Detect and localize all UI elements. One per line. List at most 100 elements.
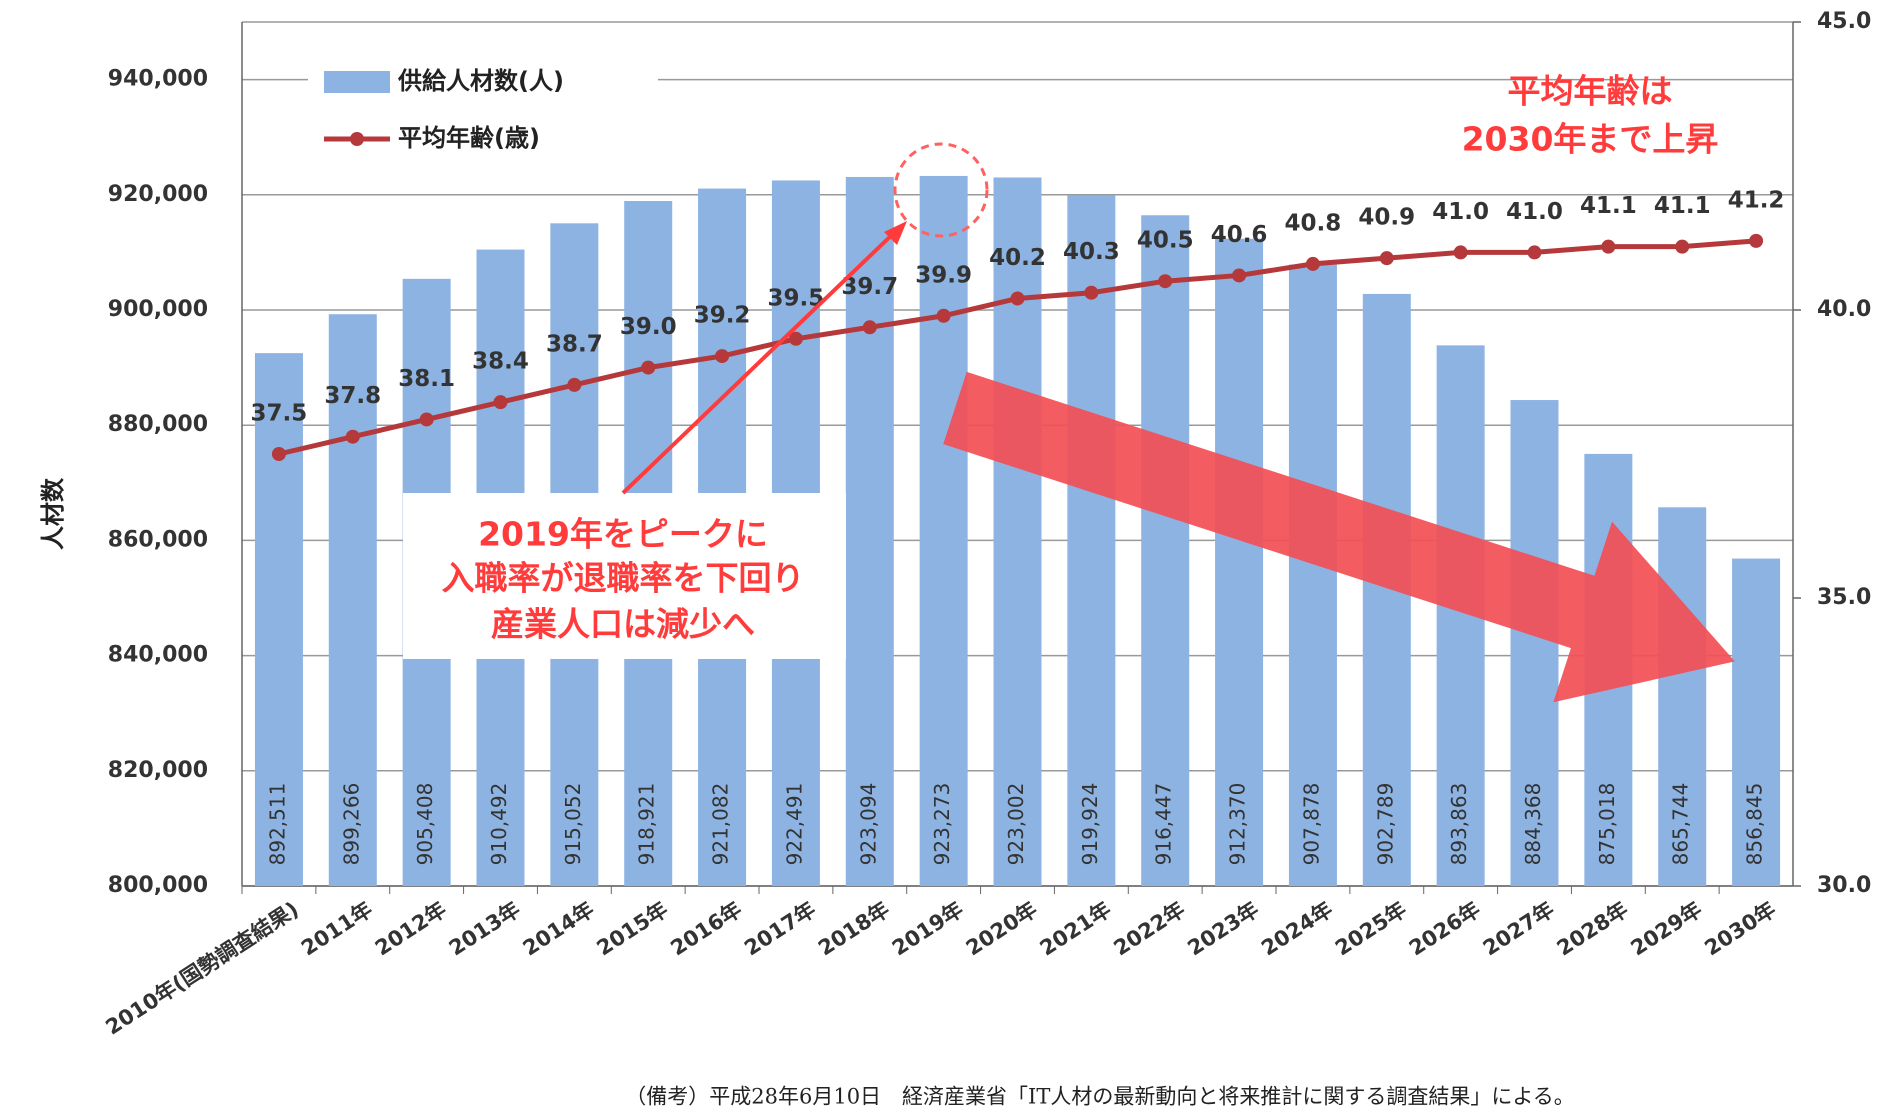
x-tick-label: 2027年 (1479, 897, 1559, 960)
bar-value-label: 921,082 (709, 783, 733, 866)
line-point (1675, 239, 1690, 254)
annotation: 2019年をピークに (478, 515, 768, 554)
bar-value-label: 922,491 (782, 783, 806, 866)
bar-value-label: 905,408 (413, 783, 437, 866)
y-tick-label: 880,000 (108, 412, 208, 437)
bar-value-label: 915,052 (561, 783, 585, 866)
bar-value-label: 916,447 (1152, 783, 1176, 866)
bar (993, 177, 1042, 886)
x-tick-label: 2029年 (1626, 897, 1706, 960)
line-value-label: 38.7 (546, 331, 603, 357)
bar (1288, 264, 1337, 887)
footnote: （備考）平成28年6月10日 経済産業省「IT人材の最新動向と将来推計に関する調… (625, 1085, 1574, 1109)
line-point (567, 377, 582, 392)
line-point (1527, 245, 1542, 260)
bar-value-label: 899,266 (339, 783, 363, 866)
line-value-label: 41.1 (1580, 193, 1637, 219)
y-axis-title: 人材数 (39, 477, 67, 550)
line-point (788, 331, 803, 346)
x-tick-label: 2017年 (740, 897, 820, 960)
trend-arrow (943, 371, 1735, 703)
line-point (936, 308, 951, 323)
line-point (1010, 291, 1025, 306)
line-point (1749, 233, 1764, 248)
x-tick-label: 2010年(国勢調査結果) (101, 897, 302, 1039)
line-value-label: 40.2 (989, 245, 1046, 271)
x-tick-label: 2022年 (1109, 897, 1189, 960)
line-value-label: 41.0 (1506, 199, 1563, 225)
pointer-arrow-head (884, 221, 907, 245)
line-value-label: 40.9 (1358, 205, 1415, 231)
line-value-label: 40.5 (1137, 228, 1194, 254)
bar (845, 176, 894, 886)
legend-label: 供給人材数(人) (397, 67, 564, 95)
y-tick-label: 820,000 (108, 758, 208, 783)
bar (254, 353, 303, 887)
x-tick-label: 2016年 (666, 897, 746, 960)
line-value-label: 41.0 (1432, 199, 1489, 225)
line-value-label: 39.9 (915, 262, 972, 288)
bar (1732, 558, 1781, 886)
bar (1215, 238, 1264, 887)
line-point (715, 349, 730, 364)
annotation: 入職率が退職率を下回り (442, 559, 805, 598)
bar-value-label: 856,845 (1743, 783, 1767, 866)
line-point (1453, 245, 1468, 260)
x-tick-label: 2028年 (1553, 897, 1633, 960)
line-point (345, 429, 360, 444)
y2-tick-label: 35.0 (1817, 585, 1871, 610)
bar-value-label: 865,744 (1669, 783, 1693, 866)
line-value-label: 37.8 (324, 383, 381, 409)
line-value-label: 41.1 (1654, 193, 1711, 219)
line-value-label: 38.1 (398, 366, 455, 392)
y-tick-label: 800,000 (108, 873, 208, 898)
x-tick-label: 2013年 (445, 897, 525, 960)
line-value-label: 37.5 (251, 401, 308, 427)
line-value-label: 39.7 (841, 274, 898, 300)
x-tick-label: 2026年 (1405, 897, 1485, 960)
line-point (1601, 239, 1616, 254)
x-tick-label: 2023年 (1183, 897, 1263, 960)
x-tick-label: 2030年 (1700, 897, 1780, 960)
bar-value-label: 875,018 (1595, 783, 1619, 866)
y-tick-label: 940,000 (108, 67, 208, 92)
bar-value-label: 892,511 (265, 783, 289, 866)
legend-label: 平均年齢(歳) (398, 124, 540, 152)
line-point (641, 360, 656, 375)
bar-value-label: 912,370 (1226, 783, 1250, 866)
legend-swatch (324, 71, 390, 93)
bar (1141, 215, 1190, 887)
x-tick-label: 2014年 (519, 897, 599, 960)
x-tick-label: 2018年 (814, 897, 894, 960)
bar-value-label: 910,492 (487, 783, 511, 866)
y-tick-label: 920,000 (108, 182, 208, 207)
x-tick-label: 2019年 (888, 897, 968, 960)
x-tick-label: 2012年 (371, 897, 451, 960)
bar-value-label: 884,368 (1521, 783, 1545, 866)
y2-tick-label: 45.0 (1817, 9, 1871, 34)
bar (919, 175, 968, 887)
bar-value-label: 923,273 (930, 783, 954, 866)
line-value-label: 39.2 (694, 303, 751, 329)
annotation: 平均年齢は (1508, 72, 1673, 111)
x-tick-label: 2024年 (1257, 897, 1337, 960)
line-point (862, 320, 877, 335)
line-value-label: 38.4 (472, 349, 529, 375)
line-value-label: 40.8 (1285, 210, 1342, 236)
bar (1510, 400, 1559, 886)
y-tick-label: 900,000 (108, 297, 208, 322)
line-point (493, 395, 508, 410)
line-point (1305, 256, 1320, 271)
bar-value-label: 918,921 (635, 783, 659, 866)
y2-tick-label: 30.0 (1817, 873, 1871, 898)
legend-swatch-point (350, 132, 364, 146)
x-tick-label: 2015年 (592, 897, 672, 960)
line-point (1158, 274, 1173, 289)
x-tick-label: 2025年 (1331, 897, 1411, 960)
y-tick-label: 860,000 (108, 527, 208, 552)
x-tick-label: 2021年 (1036, 897, 1116, 960)
bar-value-label: 923,094 (856, 783, 880, 866)
line-value-label: 39.0 (620, 314, 677, 340)
